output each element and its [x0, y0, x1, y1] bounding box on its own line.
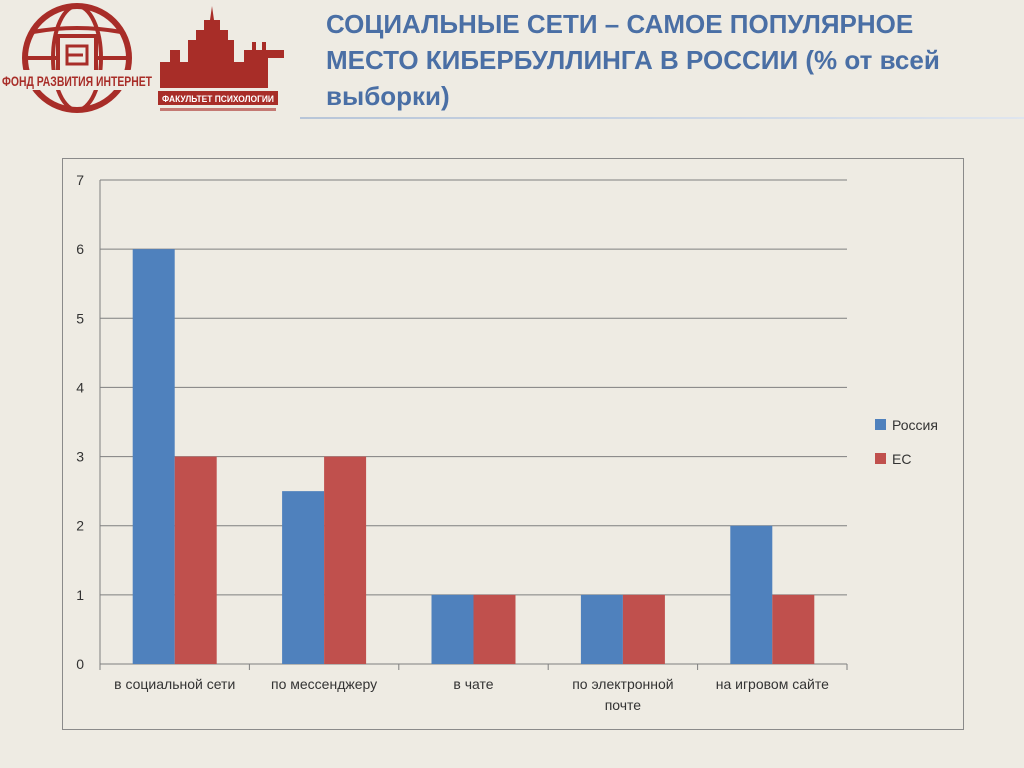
faculty-building-icon [160, 6, 284, 88]
slide-title-line-1: СОЦИАЛЬНЫЕ СЕТИ – САМОЕ ПОПУЛЯРНОЕ [326, 9, 914, 39]
bar-russia-4 [730, 525, 773, 664]
legend-label-eu: ЕС [892, 451, 911, 467]
legend-label-russia: Россия [892, 417, 938, 433]
x-tick-label: почте [605, 697, 642, 713]
chart-frame: 0 1 2 3 4 5 6 7 в социальной сети по мессенджеру в… [62, 158, 964, 730]
faculty-banner [158, 91, 278, 105]
bar-chart: 0 1 2 3 4 5 6 7 в социальной сети по мессенджеру в… [76, 172, 938, 713]
y-tick-label: 3 [76, 449, 84, 465]
x-tick-label: на игровом сайте [716, 676, 829, 692]
bar-russia-3 [580, 594, 623, 664]
slide-title: СОЦИАЛЬНЫЕ СЕТИ – САМОЕ ПОПУЛЯРНОЕ МЕСТО… [326, 6, 1016, 114]
x-tick-label: по мессенджеру [271, 676, 377, 692]
y-tick-label: 7 [76, 172, 84, 188]
bar-russia-0 [132, 249, 175, 664]
y-tick-label: 5 [76, 310, 84, 326]
y-tick-label: 4 [76, 379, 84, 395]
globe-logo-icon [22, 3, 132, 113]
bar-eu-1 [324, 456, 367, 664]
logos: ФОНД РАЗВИТИЯ ИНТЕРНЕТ ФАКУЛЬТЕТ ПСИХОЛО… [0, 0, 300, 118]
y-tick-label: 6 [76, 241, 84, 257]
legend-swatch-eu [875, 453, 886, 464]
slide-title-line-3: выборки) [326, 81, 450, 111]
y-tick-label: 2 [76, 518, 84, 534]
x-tick-label: в социальной сети [114, 676, 235, 692]
title-divider [300, 117, 1024, 119]
legend-swatch-russia [875, 419, 886, 430]
bar-russia-1 [282, 491, 325, 664]
fund-logo-svg: ФОНД РАЗВИТИЯ ИНТЕРНЕТ ФАКУЛЬТЕТ ПСИХОЛО… [0, 3, 284, 113]
x-tick-label: по электронной [572, 676, 673, 692]
x-tick-label: в чате [453, 676, 493, 692]
slide-title-line-2: МЕСТО КИБЕРБУЛЛИНГА В РОССИИ (% от всей [326, 45, 940, 75]
bar-eu-2 [473, 594, 516, 664]
bar-eu-0 [174, 456, 217, 664]
bar-eu-4 [772, 594, 815, 664]
bar-russia-2 [431, 594, 474, 664]
faculty-logo-text: ФАКУЛЬТЕТ ПСИХОЛОГИИ [162, 94, 274, 104]
y-tick-label: 1 [76, 587, 84, 603]
bar-eu-3 [622, 594, 665, 664]
y-tick-label: 0 [76, 656, 84, 672]
fund-logo-text: ФОНД РАЗВИТИЯ ИНТЕРНЕТ [2, 74, 153, 89]
